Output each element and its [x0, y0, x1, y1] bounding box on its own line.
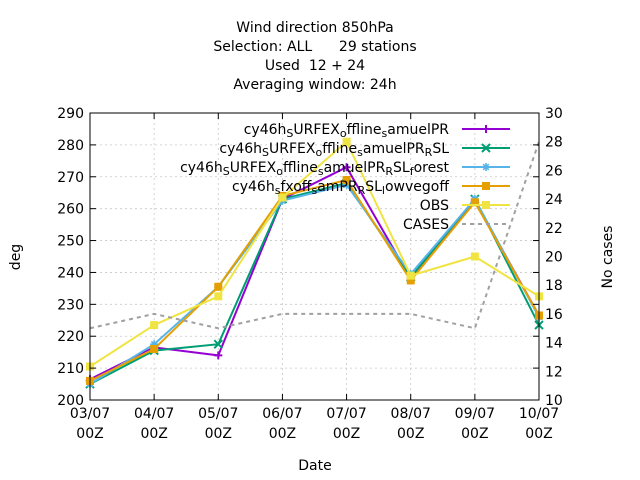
y2-axis-label: No cases — [600, 226, 616, 289]
x-tick-label: 03/07 00Z — [70, 406, 110, 442]
y-tick-label: 270 — [57, 170, 84, 186]
legend-marker — [482, 182, 490, 190]
legend-marker — [482, 125, 490, 133]
data-point — [214, 282, 223, 291]
data-point — [342, 163, 351, 172]
data-point — [150, 321, 159, 330]
y2-axis: 10 12 14 16 18 20 22 24 26 28 30 — [545, 106, 563, 409]
legend-label: cy46hSURFEXofflinesamuelPRRSL — [219, 141, 449, 159]
legend-item: cy46hSURFEXofflinesamuelPRRSL — [219, 141, 510, 159]
series-line — [89, 140, 540, 368]
y-tick-label: 250 — [57, 234, 84, 250]
legend-label: cy46hsfxoffsamPRRSLlowvegoff — [232, 179, 449, 197]
y2-tick-label: 26 — [545, 163, 563, 179]
y2-tick-label: 10 — [545, 393, 563, 409]
y2-tick-label: 20 — [545, 250, 563, 266]
y-tick-label: 260 — [57, 202, 84, 218]
y2-tick-label: 12 — [545, 364, 563, 380]
y2-tick-label: 30 — [545, 106, 563, 122]
data-point — [342, 137, 351, 146]
legend-marker — [482, 201, 490, 209]
series-cy46h_SURFEX_offline_samuelPR_RSL — [85, 178, 544, 389]
title-line: Wind direction 850hPa — [236, 20, 393, 36]
plot-frame — [89, 112, 540, 401]
legend-label: OBS — [420, 198, 449, 214]
x-tick-label: 04/07 00Z — [134, 406, 174, 442]
y2-tick-label: 18 — [545, 278, 563, 294]
series-cy46h_sfxoff_samPR_RSL_lowvegoff — [86, 175, 543, 385]
y-tick-label: 200 — [57, 393, 84, 409]
y-axis-label: deg — [8, 244, 24, 270]
data-point — [342, 180, 351, 189]
y2-tick-label: 14 — [545, 336, 563, 352]
y2-tick-label: 16 — [545, 307, 563, 323]
data-point — [214, 351, 223, 360]
series-line — [89, 183, 540, 385]
legend-item: CASES — [403, 217, 510, 233]
title-line: Selection: ALL 29 stations — [213, 39, 416, 55]
series-line — [89, 178, 540, 382]
y-tick-label: 210 — [57, 361, 84, 377]
data-point — [406, 271, 415, 280]
x-tick-label: 08/07 00Z — [391, 406, 431, 442]
data-point — [214, 292, 223, 301]
y-tick-label: 280 — [57, 138, 84, 154]
chart-title: Wind direction 850hPa Selection: ALL 29 s… — [213, 20, 416, 93]
y-tick-label: 290 — [57, 106, 84, 122]
x-tick-label: 10/07 00Z — [519, 406, 559, 442]
legend-item: cy46hSURFEXofflinesamuelPR — [244, 122, 510, 140]
y2-tick-label: 22 — [545, 221, 563, 237]
y-tick-label: 240 — [57, 265, 84, 281]
x-tick-label: 05/07 00Z — [198, 406, 238, 442]
data-point — [150, 340, 159, 349]
x-tick-label: 07/07 00Z — [326, 406, 366, 442]
data-point — [278, 193, 287, 202]
data-point — [213, 339, 223, 349]
legend-label: cy46hSURFEXofflinesamuelPR — [244, 122, 450, 140]
data-point — [342, 175, 351, 184]
legend-label: CASES — [403, 217, 449, 233]
legend-item: OBS — [420, 198, 510, 214]
data-point — [150, 344, 159, 353]
series-cy46h_SURFEX_offline_samuelPR_RSL_forest — [86, 180, 543, 389]
title-line: Used 12 + 24 — [265, 58, 365, 74]
x-tick-label: 09/07 00Z — [455, 406, 495, 442]
data-point — [470, 252, 479, 261]
x-axis-label: Date — [298, 458, 331, 474]
legend-marker — [482, 163, 490, 171]
x-axis: 03/07 00Z 04/07 00Z 05/07 00Z 06/07 00Z 07/07 00Z… — [70, 113, 559, 442]
y2-tick-label: 28 — [545, 135, 563, 151]
y2-tick-label: 24 — [545, 192, 563, 208]
y-tick-label: 230 — [57, 297, 84, 313]
legend-label: cy46hSURFEXofflinesamuelPRRSLforest — [180, 160, 449, 178]
legend: cy46hSURFEXofflinesamuelPRcy46hSURFEXoff… — [180, 122, 510, 233]
title-line: Averaging window: 24h — [233, 77, 396, 93]
legend-item: cy46hsfxoffsamPRRSLlowvegoff — [232, 179, 510, 197]
x-tick-label: 06/07 00Z — [262, 406, 302, 442]
y-tick-label: 220 — [57, 329, 84, 345]
legend-item: cy46hSURFEXofflinesamuelPRRSLforest — [180, 160, 510, 178]
legend-marker — [481, 143, 491, 153]
y-axis: 200 210 220 230 240 250 260 270 280 290 — [57, 106, 539, 409]
